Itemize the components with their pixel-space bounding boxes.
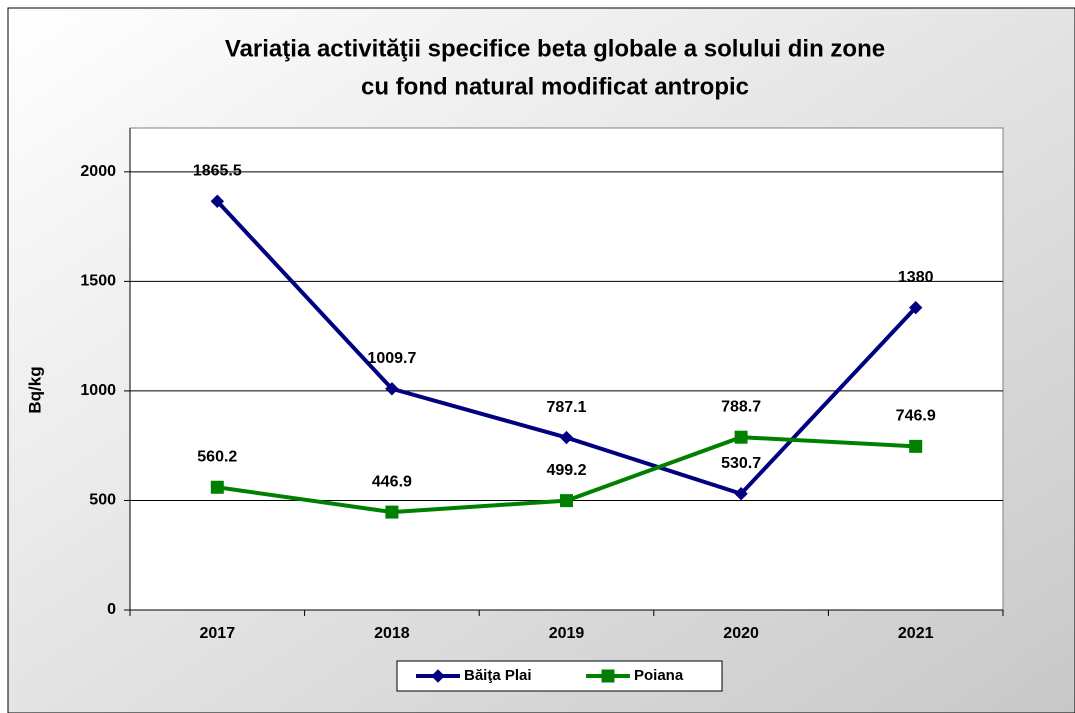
data-label: 499.2 [546,462,586,479]
x-tick-label: 2019 [549,625,585,642]
marker [210,480,224,494]
data-label: 530.7 [721,455,761,472]
legend-label: Băiţa Plai [464,667,532,684]
data-label: 746.9 [896,408,936,425]
marker [559,430,574,445]
marker [734,430,748,444]
y-tick-label: 1500 [80,273,116,290]
legend-marker [431,669,445,683]
marker [908,300,923,315]
plot-area [129,127,1004,611]
data-label: 788.7 [721,398,761,415]
x-tick-label: 2017 [200,625,236,642]
marker [385,382,399,396]
legend-label: Poiana [634,667,684,684]
y-tick-label: 0 [107,601,116,618]
data-label: 446.9 [372,473,412,490]
data-label: 787.1 [546,399,586,416]
marker [560,494,573,508]
y-tick-label: 1000 [80,382,116,399]
x-tick-label: 2021 [898,625,934,642]
data-label: 1380 [898,269,934,286]
chart-title: Variaţia activităţii specifice beta glob… [225,35,885,62]
marker [734,487,748,501]
chart-title: cu fond natural modificat antropic [361,73,749,100]
marker [210,194,225,208]
data-label: 560.2 [197,448,237,465]
y-tick-label: 500 [89,492,116,509]
data-label: 1865.5 [193,163,242,180]
y-tick-label: 2000 [80,163,116,180]
marker [385,505,399,519]
y-axis-label: Bq/kg [25,366,44,413]
legend-marker [601,669,615,683]
x-tick-label: 2020 [723,625,759,642]
marker [909,439,923,453]
x-tick-label: 2018 [374,625,410,642]
data-label: 1009.7 [367,350,416,367]
